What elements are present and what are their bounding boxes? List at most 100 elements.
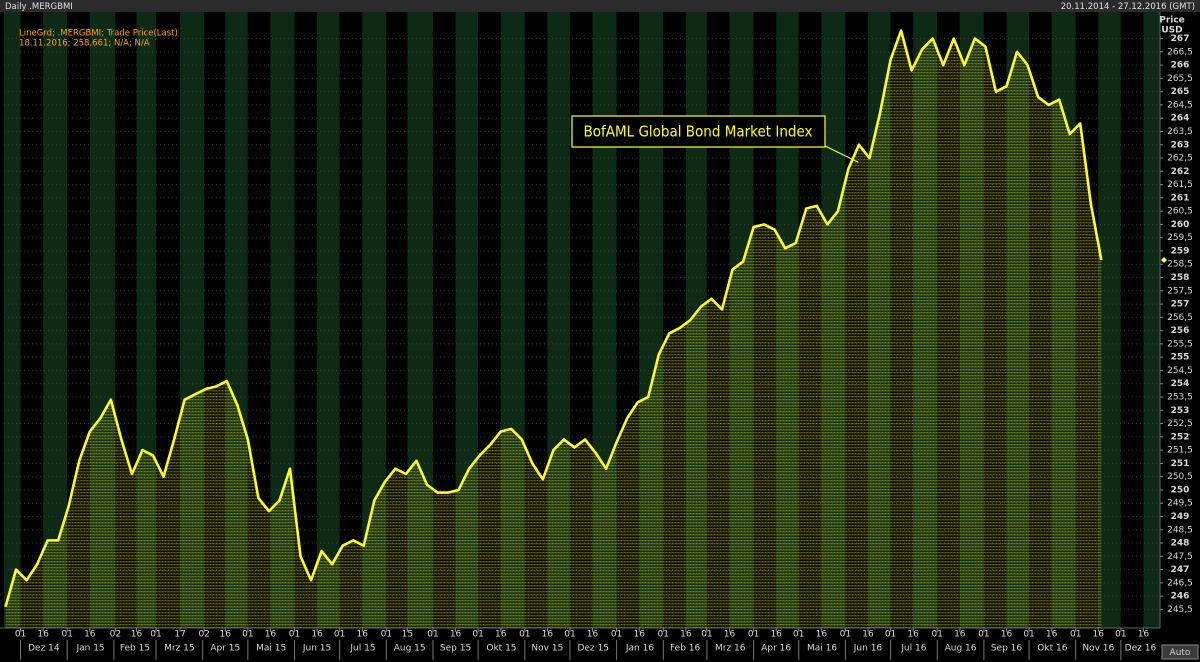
x-tick-label: 16 [131, 630, 143, 640]
y-tick-label: 265 [1171, 87, 1190, 97]
y-tick-label: 252,5 [1167, 419, 1193, 429]
x-tick-label: 01 [427, 630, 438, 640]
x-tick-label: 01 [15, 630, 26, 640]
x-tick-label: 16 [1093, 630, 1105, 640]
legend-detail: 18.11.2016; 258,661; N/A; N/A [19, 39, 150, 49]
header-title: Daily .MERGBMI [5, 2, 73, 12]
auto-button-label[interactable]: Auto [1170, 648, 1191, 658]
x-tick-label: 16 [357, 630, 369, 640]
month-label: Jan 15 [75, 644, 104, 654]
y-tick-label: 254 [1171, 379, 1190, 389]
x-tick-label: 01 [519, 630, 530, 640]
area [5, 30, 1102, 628]
x-tick-label: 15 [402, 630, 413, 640]
x-tick-label: 16 [862, 630, 874, 640]
y-tick-label: 266,5 [1167, 47, 1193, 57]
y-tick-label: 257,5 [1167, 286, 1193, 296]
y-tick-label: 263,5 [1167, 127, 1193, 137]
band [1120, 12, 1144, 628]
x-tick-label: 16 [680, 630, 692, 640]
header-bar [0, 0, 1200, 12]
x-tick-label: 01 [611, 630, 622, 640]
x-tick-label: 16 [816, 630, 828, 640]
auto-button[interactable] [1161, 644, 1199, 660]
y-tick-label: 263 [1171, 140, 1190, 150]
x-tick-label: 16 [37, 630, 49, 640]
month-label: Okt 16 [1037, 644, 1067, 654]
line [4, 29, 1103, 608]
last-value-marker [1161, 256, 1167, 263]
x-tick-label: 01 [381, 630, 392, 640]
month-label: Feb 15 [120, 644, 150, 654]
x-tick-label: 16 [587, 630, 599, 640]
month-label: Mrz 15 [164, 644, 195, 654]
month-label: Aug 15 [394, 644, 426, 654]
y-tick-label: 260 [1171, 220, 1190, 230]
month-label: Feb 16 [670, 644, 701, 654]
x-tick-label: 01 [748, 630, 759, 640]
y-tick-label: 253,5 [1167, 393, 1193, 403]
x-tick-label: 01 [1023, 630, 1034, 640]
x-tick-label: 16 [220, 630, 232, 640]
month-label: Nov 16 [1082, 644, 1114, 654]
month-label: Mrz 16 [715, 644, 746, 654]
x-tick-label: 17 [174, 630, 185, 640]
y-tick-label: 247 [1171, 565, 1190, 575]
x-tick-label: 16 [1001, 630, 1013, 640]
x-tick-label: 16 [770, 630, 782, 640]
month-label: Jul 16 [900, 644, 926, 654]
y-tick-label: 262,5 [1167, 154, 1193, 164]
y-tick-label: 264 [1171, 114, 1190, 124]
y-axis-label: Price [1159, 16, 1185, 26]
y-tick-label: 259 [1171, 246, 1190, 256]
y-tick-label: 261 [1171, 193, 1190, 203]
month-label: Apr 15 [210, 644, 240, 654]
x-tick-label: 01 [793, 630, 804, 640]
x-tick-label: 01 [701, 630, 712, 640]
month-label: Okt 15 [486, 644, 516, 654]
x-tick-label: 01 [1070, 630, 1081, 640]
y-tick-label: 255 [1171, 353, 1190, 363]
x-tick-label: 01 [885, 630, 896, 640]
x-tick-label: 01 [61, 630, 72, 640]
y-tick-label: 249,5 [1167, 499, 1193, 509]
y-tick-label: 260,5 [1167, 207, 1193, 217]
x-tick-label: 16 [84, 630, 96, 640]
month-label: Mai 15 [256, 644, 286, 654]
x-tick-label: 16 [633, 630, 645, 640]
y-tick-label: 255,5 [1167, 339, 1193, 349]
y-tick-label: 266 [1171, 61, 1190, 71]
y-tick-label: 262 [1171, 167, 1190, 177]
y-tick-label: 259,5 [1167, 233, 1193, 243]
y-tick-label: 254,5 [1167, 366, 1193, 376]
y-tick-label: 258 [1171, 273, 1190, 283]
y-tick-label: 245,5 [1167, 605, 1193, 615]
month-label: Nov 15 [531, 644, 563, 654]
y-tick-label: 249 [1171, 512, 1190, 522]
x-tick-label: 02 [198, 630, 209, 640]
month-label: Sep 15 [440, 644, 471, 654]
y-tick-label: 261,5 [1167, 180, 1193, 190]
y-tick-label: 265,5 [1167, 74, 1193, 84]
x-tick-label: 01 [978, 630, 989, 640]
band [1098, 12, 1121, 628]
y-tick-label: 257 [1171, 300, 1190, 310]
x-tick-label: 01 [334, 630, 345, 640]
x-tick-label: 01 [1115, 630, 1126, 640]
x-tick-label: 01 [472, 630, 483, 640]
y-tick-label: 267 [1171, 34, 1190, 44]
y-tick-label: 251 [1171, 459, 1190, 469]
y-tick-label: 256 [1171, 326, 1190, 336]
header-range: 20.11.2014 - 27.12.2016 (GMT) [1061, 2, 1195, 12]
month-label: Aug 16 [945, 644, 977, 654]
x-tick-label: 16 [265, 630, 277, 640]
month-label: Apr 16 [761, 644, 791, 654]
annotation-pointer [824, 145, 859, 163]
y-tick-label: 246,5 [1167, 578, 1193, 588]
month-label: Dez 16 [1125, 644, 1157, 654]
x-tick-label: 02 [110, 630, 121, 640]
band [432, 12, 456, 628]
y-tick-label: 250 [1171, 485, 1190, 495]
month-label: Jun 16 [853, 644, 883, 654]
